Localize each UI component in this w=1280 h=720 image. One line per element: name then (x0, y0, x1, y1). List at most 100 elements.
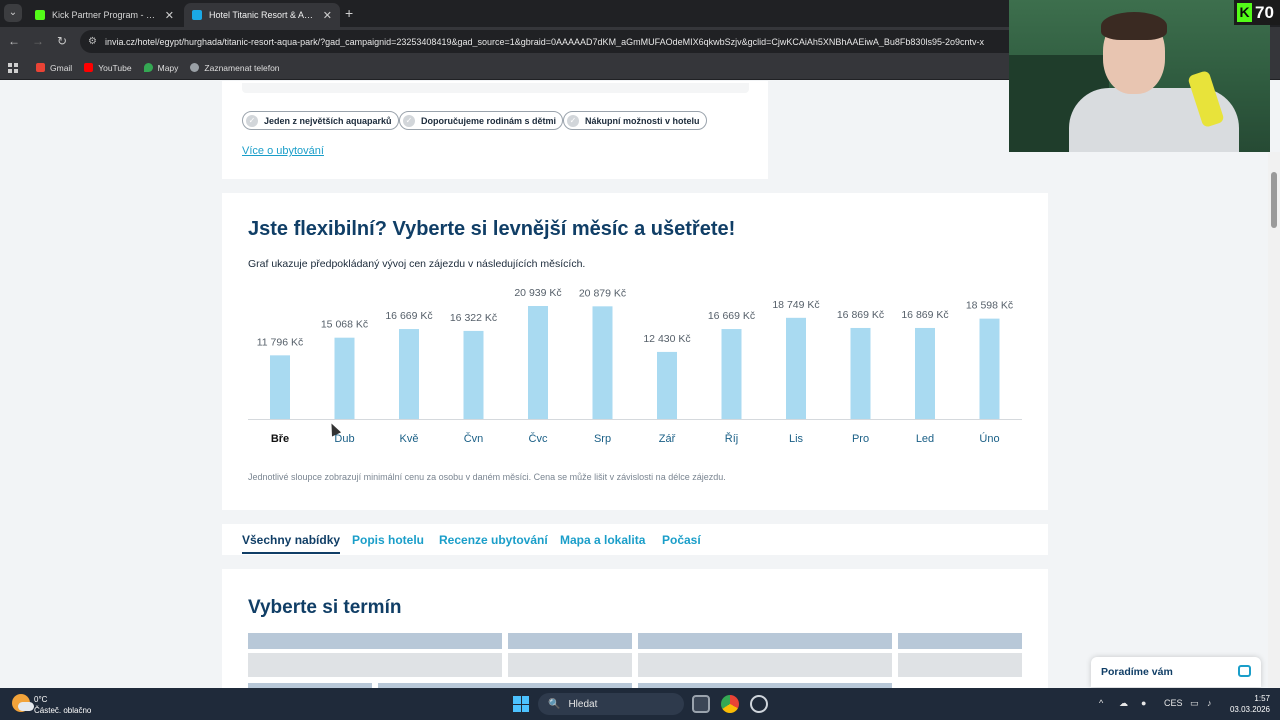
map-pin-icon (143, 63, 153, 72)
chart-category-label[interactable]: Kvě (400, 433, 419, 445)
price-chart-card: Jste flexibilní? Vyberte si levnější měs… (222, 193, 1048, 510)
windows-start-icon[interactable] (513, 696, 529, 712)
chart-bar[interactable] (850, 327, 871, 419)
chart-bar[interactable] (528, 306, 548, 419)
chart-category-label[interactable]: Čvc (529, 432, 548, 445)
tab-hotel-description[interactable]: Popis hotelu (352, 533, 424, 547)
chart-category-label[interactable]: Zář (659, 433, 676, 445)
chart-category-label[interactable]: Led (916, 433, 934, 445)
tray-cloud-icon[interactable]: ☁ (1119, 698, 1128, 708)
bookmark-label: Mapy (157, 62, 179, 73)
chart-bar[interactable] (592, 306, 613, 419)
tab-all-offers[interactable]: Všechny nabídky (242, 533, 341, 554)
chart-category-label[interactable]: Srp (594, 433, 611, 445)
clock-date: 03.03.2026 (1229, 705, 1270, 714)
chart-category-label[interactable]: Pro (852, 433, 869, 445)
page-scrollbar[interactable] (1268, 152, 1280, 688)
invia-favicon-icon (192, 10, 202, 20)
browser-tab-kick[interactable]: Kick Partner Program - Kick Das ✕ (27, 3, 182, 27)
chart-category-label[interactable]: Bře (271, 433, 289, 445)
chart-bar[interactable] (399, 329, 419, 419)
check-icon: ✓ (246, 114, 258, 127)
chrome-icon[interactable] (721, 695, 739, 713)
taskbar-clock[interactable]: 1:57 03.03.2026 (1228, 693, 1270, 715)
tab-weather[interactable]: Počasí (662, 533, 701, 547)
close-tab-icon[interactable]: ✕ (164, 9, 174, 22)
help-chat-widget[interactable]: Poradíme vám (1091, 657, 1261, 687)
chart-footnote: Jednotlivé sloupce zobrazují minimální c… (248, 472, 726, 482)
loading-placeholder (638, 633, 892, 649)
site-info-icon[interactable]: ⚙ (88, 36, 97, 47)
language-indicator[interactable]: CES (1164, 698, 1183, 708)
price-bar-chart: 11 796 Kč Bře 15 068 Kč Dub 16 669 Kč Kvě 16 3… (248, 287, 1022, 445)
volume-icon[interactable]: ♪ (1207, 698, 1212, 708)
browser-tab-invia[interactable]: Hotel Titanic Resort & Aqua Pa ✕ (184, 3, 340, 27)
chart-category-label[interactable]: Lis (789, 433, 804, 445)
loading-placeholder (508, 633, 632, 649)
check-icon: ✓ (403, 114, 415, 127)
chart-bar[interactable] (270, 355, 290, 419)
divider (242, 83, 749, 93)
chart-bar[interactable] (786, 317, 806, 419)
reload-icon[interactable]: ↻ (56, 34, 68, 48)
chart-value-label: 16 869 Kč (901, 309, 948, 321)
gmail-icon (36, 63, 45, 72)
chart-bar[interactable] (657, 351, 677, 419)
scrollbar-thumb[interactable] (1271, 172, 1277, 228)
chart-category-label[interactable]: Úno (979, 432, 999, 445)
file-explorer-icon[interactable] (692, 695, 710, 713)
loading-placeholder (378, 683, 632, 688)
chart-value-label: 15 068 Kč (321, 319, 368, 331)
chart-value-label: 16 869 Kč (837, 309, 884, 321)
address-bar[interactable]: ⚙ invia.cz/hotel/egypt/hurghada/titanic-… (80, 30, 1020, 53)
weather-description: Částeč. oblačno (34, 706, 92, 715)
chart-bar[interactable] (334, 337, 355, 419)
feature-chip: ✓ Doporučujeme rodinám s dětmi (399, 111, 564, 130)
network-icon[interactable]: ▭ (1190, 698, 1199, 708)
app-icon[interactable] (750, 695, 768, 713)
chart-bar[interactable] (721, 329, 742, 419)
chart-category-label[interactable]: Čvn (464, 432, 484, 445)
loading-placeholder (248, 683, 372, 688)
chart-value-label: 18 598 Kč (966, 300, 1013, 312)
page-tabs: Všechny nabídky Popis hotelu Recenze uby… (222, 524, 1048, 555)
tab-map[interactable]: Mapa a lokalita (560, 533, 646, 547)
webcam-person-hair (1101, 12, 1167, 40)
weather-widget[interactable]: 0°C Částeč. oblačno (34, 694, 91, 716)
apps-grid-icon[interactable] (8, 62, 18, 73)
chat-icon (1238, 665, 1251, 677)
chart-value-label: 20 939 Kč (514, 287, 561, 299)
feature-chip: ✓ Nákupní možnosti v hotelu (563, 111, 707, 130)
help-label: Poradíme vám (1101, 666, 1173, 678)
kick-logo-icon: K (1237, 3, 1252, 22)
taskbar-search[interactable]: 🔍 Hledat (538, 693, 684, 715)
microphone-icon[interactable]: ● (1141, 698, 1147, 708)
accommodation-card: ✓ Jeden z největších aquaparků ✓ Doporučuj… (222, 81, 768, 179)
chart-category-label[interactable]: Říj (725, 432, 738, 445)
chart-value-label: 20 879 Kč (579, 287, 626, 299)
new-tab-icon[interactable]: + (345, 5, 354, 21)
weather-icon[interactable] (12, 694, 34, 712)
chart-bar[interactable] (979, 318, 1000, 419)
bookmark-mapy[interactable]: Mapy (143, 62, 179, 73)
bookmark-phone[interactable]: Zaznamenat telefon (190, 62, 280, 73)
close-tab-icon[interactable]: ✕ (322, 9, 332, 22)
chart-bar[interactable] (915, 327, 935, 419)
tab-reviews[interactable]: Recenze ubytování (439, 533, 548, 547)
loading-placeholder (638, 683, 892, 688)
chart-value-label: 12 430 Kč (643, 333, 690, 345)
chart-category-label[interactable]: Dub (334, 433, 354, 445)
loading-placeholder (638, 653, 892, 677)
tab-search-icon[interactable]: ⌄ (4, 4, 22, 22)
bookmark-label: YouTube (98, 62, 132, 73)
back-arrow-icon[interactable]: ← (8, 34, 20, 48)
chip-label: Jeden z největších aquaparků (264, 115, 392, 126)
tray-chevron-icon[interactable]: ^ (1099, 698, 1104, 708)
bookmark-label: Zaznamenat telefon (204, 62, 280, 73)
chart-bar[interactable] (463, 330, 484, 419)
forward-arrow-icon[interactable]: → (32, 34, 44, 48)
more-about-accommodation-link[interactable]: Více o ubytování (242, 145, 324, 157)
chart-value-label: 11 796 Kč (257, 336, 304, 348)
bookmark-gmail[interactable]: Gmail (36, 63, 72, 73)
bookmark-youtube[interactable]: YouTube (84, 62, 132, 73)
